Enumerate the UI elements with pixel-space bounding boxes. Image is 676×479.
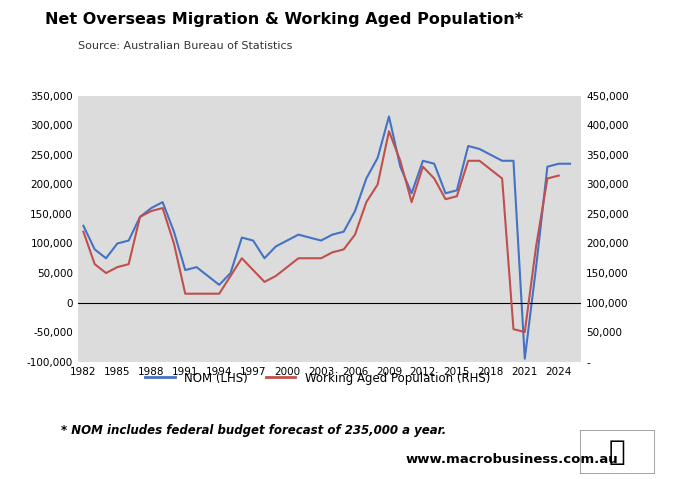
Working Aged Population (RHS) — [498, 176, 506, 182]
Working Aged Population (RHS) — [136, 214, 144, 220]
NOM (LHS) — [430, 161, 438, 167]
Working Aged Population (RHS) — [91, 262, 99, 267]
Working Aged Population (RHS) — [430, 176, 438, 182]
NOM (LHS) — [147, 205, 155, 211]
Line: Working Aged Population (RHS): Working Aged Population (RHS) — [83, 131, 559, 332]
Working Aged Population (RHS) — [532, 243, 540, 249]
Working Aged Population (RHS) — [362, 199, 370, 205]
Text: 🐺: 🐺 — [609, 438, 625, 466]
Working Aged Population (RHS) — [260, 279, 268, 285]
Line: NOM (LHS): NOM (LHS) — [83, 116, 570, 359]
NOM (LHS) — [294, 232, 302, 238]
NOM (LHS) — [385, 114, 393, 119]
Working Aged Population (RHS) — [339, 247, 347, 252]
NOM (LHS) — [362, 176, 370, 182]
Working Aged Population (RHS) — [181, 291, 189, 297]
NOM (LHS) — [181, 267, 189, 273]
Working Aged Population (RHS) — [441, 196, 450, 202]
NOM (LHS) — [136, 214, 144, 220]
NOM (LHS) — [204, 273, 212, 279]
Working Aged Population (RHS) — [79, 229, 87, 235]
NOM (LHS) — [374, 155, 382, 161]
NOM (LHS) — [215, 282, 223, 288]
Working Aged Population (RHS) — [408, 199, 416, 205]
Working Aged Population (RHS) — [294, 255, 302, 261]
Working Aged Population (RHS) — [193, 291, 201, 297]
Working Aged Population (RHS) — [475, 158, 483, 164]
NOM (LHS) — [102, 255, 110, 261]
Legend: NOM (LHS), Working Aged Population (RHS): NOM (LHS), Working Aged Population (RHS) — [141, 367, 495, 389]
NOM (LHS) — [453, 187, 461, 193]
NOM (LHS) — [193, 264, 201, 270]
Working Aged Population (RHS) — [385, 128, 393, 134]
Working Aged Population (RHS) — [306, 255, 314, 261]
NOM (LHS) — [170, 229, 178, 235]
NOM (LHS) — [408, 191, 416, 196]
NOM (LHS) — [532, 264, 540, 270]
NOM (LHS) — [272, 243, 280, 249]
Working Aged Population (RHS) — [114, 264, 122, 270]
Working Aged Population (RHS) — [374, 182, 382, 187]
Working Aged Population (RHS) — [204, 291, 212, 297]
NOM (LHS) — [441, 191, 450, 196]
NOM (LHS) — [238, 235, 246, 240]
NOM (LHS) — [79, 223, 87, 228]
NOM (LHS) — [555, 161, 563, 167]
Working Aged Population (RHS) — [272, 273, 280, 279]
Working Aged Population (RHS) — [510, 326, 518, 332]
NOM (LHS) — [91, 247, 99, 252]
NOM (LHS) — [510, 158, 518, 164]
Working Aged Population (RHS) — [170, 240, 178, 246]
Text: www.macrobusiness.com.au: www.macrobusiness.com.au — [406, 453, 619, 466]
Working Aged Population (RHS) — [453, 194, 461, 199]
NOM (LHS) — [396, 164, 404, 170]
NOM (LHS) — [419, 158, 427, 164]
NOM (LHS) — [226, 270, 235, 276]
Working Aged Population (RHS) — [124, 262, 132, 267]
NOM (LHS) — [249, 238, 257, 243]
NOM (LHS) — [351, 208, 359, 214]
NOM (LHS) — [464, 143, 473, 149]
NOM (LHS) — [329, 232, 337, 238]
Working Aged Population (RHS) — [487, 167, 495, 172]
NOM (LHS) — [566, 161, 574, 167]
Working Aged Population (RHS) — [419, 164, 427, 170]
Working Aged Population (RHS) — [102, 270, 110, 276]
Working Aged Population (RHS) — [159, 205, 167, 211]
Working Aged Population (RHS) — [238, 255, 246, 261]
NOM (LHS) — [317, 238, 325, 243]
NOM (LHS) — [475, 146, 483, 152]
NOM (LHS) — [159, 199, 167, 205]
Working Aged Population (RHS) — [521, 329, 529, 335]
NOM (LHS) — [521, 356, 529, 362]
Text: MACRO: MACRO — [577, 18, 639, 33]
Text: * NOM includes federal budget forecast of 235,000 a year.: * NOM includes federal budget forecast o… — [61, 424, 446, 437]
Text: Net Overseas Migration & Working Aged Population*: Net Overseas Migration & Working Aged Po… — [45, 12, 523, 27]
Working Aged Population (RHS) — [249, 267, 257, 273]
NOM (LHS) — [544, 164, 552, 170]
NOM (LHS) — [487, 152, 495, 158]
Text: BUSINESS: BUSINESS — [573, 45, 642, 58]
NOM (LHS) — [283, 238, 291, 243]
Working Aged Population (RHS) — [555, 173, 563, 179]
Working Aged Population (RHS) — [283, 264, 291, 270]
Working Aged Population (RHS) — [147, 208, 155, 214]
NOM (LHS) — [498, 158, 506, 164]
NOM (LHS) — [260, 255, 268, 261]
NOM (LHS) — [114, 240, 122, 246]
NOM (LHS) — [306, 235, 314, 240]
Text: Source: Australian Bureau of Statistics: Source: Australian Bureau of Statistics — [78, 41, 292, 51]
Working Aged Population (RHS) — [351, 232, 359, 238]
Working Aged Population (RHS) — [396, 158, 404, 164]
Working Aged Population (RHS) — [317, 255, 325, 261]
Working Aged Population (RHS) — [544, 176, 552, 182]
Working Aged Population (RHS) — [215, 291, 223, 297]
Working Aged Population (RHS) — [464, 158, 473, 164]
Working Aged Population (RHS) — [329, 250, 337, 255]
NOM (LHS) — [339, 229, 347, 235]
NOM (LHS) — [124, 238, 132, 243]
Working Aged Population (RHS) — [226, 273, 235, 279]
